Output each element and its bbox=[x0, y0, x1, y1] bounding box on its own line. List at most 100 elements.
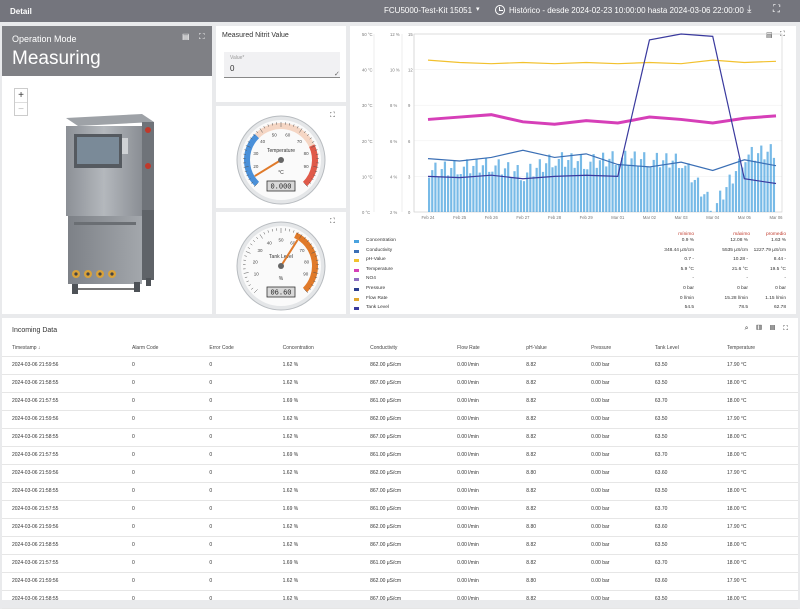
column-header[interactable]: Tank Level bbox=[645, 340, 717, 356]
legend-max: 78.5 bbox=[706, 305, 748, 310]
table-cell: 862.00 μS/cm bbox=[360, 464, 447, 482]
concentration-bar bbox=[732, 184, 734, 212]
table-cell: 0 bbox=[122, 410, 199, 428]
concentration-bar bbox=[697, 178, 699, 212]
concentration-bar bbox=[624, 151, 626, 212]
document-icon[interactable]: ▤ bbox=[770, 325, 775, 332]
concentration-bar bbox=[630, 158, 632, 212]
table-cell: 0 bbox=[122, 392, 199, 410]
caret-down-icon[interactable]: ▾ bbox=[476, 5, 480, 13]
fullscreen-icon[interactable]: ⛶ bbox=[199, 32, 205, 42]
concentration-bar bbox=[662, 160, 664, 212]
legend-avg: 1227.79 μS/cm bbox=[752, 248, 786, 253]
column-header[interactable]: Pressure bbox=[581, 340, 645, 356]
table-cell: 2024-03-06 21:58:55 bbox=[2, 536, 122, 554]
legend-avg: 1.15 l/min bbox=[752, 296, 786, 301]
column-header[interactable]: Timestamp ↓ bbox=[2, 340, 122, 356]
table-cell: 63.50 bbox=[645, 482, 717, 500]
history-range[interactable]: Histórico - desde 2024-02-23 10:00:00 ha… bbox=[509, 6, 744, 15]
table-cell: 2024-03-06 21:59:56 bbox=[2, 410, 122, 428]
legend-header: promedio bbox=[752, 232, 786, 237]
table-cell: 8.82 bbox=[516, 554, 581, 572]
concentration-bar bbox=[555, 166, 557, 212]
column-header[interactable]: Temperature bbox=[717, 340, 798, 356]
table-cell: 63.50 bbox=[645, 428, 717, 446]
table-cell: 0 bbox=[199, 392, 272, 410]
table-cell: 0.00 l/min bbox=[447, 356, 516, 374]
nitrit-value-field[interactable]: Value* 0 bbox=[224, 52, 340, 78]
column-header[interactable]: Error Code bbox=[199, 340, 272, 356]
incoming-data-label: Incoming Data bbox=[12, 327, 57, 334]
table-cell: 18.00 °C bbox=[717, 590, 798, 608]
column-header[interactable]: pH-Value bbox=[516, 340, 581, 356]
legend-avg: 8.44 - bbox=[752, 257, 786, 262]
column-header[interactable]: Alarm Code bbox=[122, 340, 199, 356]
document-icon[interactable]: ▤ bbox=[182, 32, 190, 41]
table-cell: 8.82 bbox=[516, 428, 581, 446]
table-cell: 63.50 bbox=[645, 410, 717, 428]
search-icon[interactable]: ⌕ bbox=[745, 325, 749, 332]
fullscreen-icon[interactable]: ⛶ bbox=[783, 325, 788, 332]
concentration-bar bbox=[735, 171, 737, 212]
table-cell: 17.90 °C bbox=[717, 464, 798, 482]
table-cell: 0 bbox=[122, 428, 199, 446]
table-cell: 1.62 % bbox=[273, 356, 360, 374]
fullscreen-icon[interactable]: ⛶ bbox=[773, 4, 780, 15]
column-header[interactable]: Concentration bbox=[273, 340, 360, 356]
table-cell: 0.00 bar bbox=[581, 374, 645, 392]
y-tick-label: 20 °C bbox=[362, 139, 373, 144]
concentration-bar bbox=[653, 160, 655, 212]
legend-max: 12.08 % bbox=[706, 238, 748, 243]
column-header[interactable]: Flow Rate bbox=[447, 340, 516, 356]
columns-icon[interactable]: ▥ bbox=[757, 325, 762, 332]
concentration-bar bbox=[605, 166, 607, 212]
table-cell: 0.00 bar bbox=[581, 410, 645, 428]
table-cell: 0 bbox=[199, 410, 272, 428]
legend-max: 0 bar bbox=[706, 286, 748, 291]
x-tick-label: Mar 02 bbox=[643, 215, 657, 220]
chevron-down-icon[interactable]: ✓ bbox=[334, 70, 340, 78]
zoom-in-button[interactable]: + bbox=[15, 89, 27, 102]
table-cell: 8.82 bbox=[516, 392, 581, 410]
legend-row[interactable]: NO4--- bbox=[350, 276, 796, 284]
download-icon[interactable]: ⤓ bbox=[747, 4, 751, 15]
concentration-bar bbox=[498, 159, 500, 212]
device-selector[interactable]: FCU5000-Test-Kit 15051 bbox=[384, 6, 472, 15]
table-cell: 63.60 bbox=[645, 518, 717, 536]
table-cell: 2024-03-06 21:58:55 bbox=[2, 428, 122, 446]
legend-max: 10.28 - bbox=[706, 257, 748, 262]
concentration-bar bbox=[599, 160, 601, 212]
concentration-bar bbox=[539, 159, 541, 212]
table-cell: 0.00 bar bbox=[581, 572, 645, 590]
column-header[interactable]: Conductivity bbox=[360, 340, 447, 356]
legend-swatch bbox=[354, 269, 359, 272]
x-tick-label: Mar 03 bbox=[675, 215, 689, 220]
zoom-out-button[interactable]: − bbox=[15, 102, 27, 115]
y-tick-label: 50 °C bbox=[362, 32, 373, 37]
y-tick-label: 9 bbox=[408, 103, 411, 108]
gauge-name: Temperature bbox=[267, 148, 295, 154]
table-cell: 1.69 % bbox=[273, 554, 360, 572]
concentration-bar bbox=[453, 160, 455, 212]
